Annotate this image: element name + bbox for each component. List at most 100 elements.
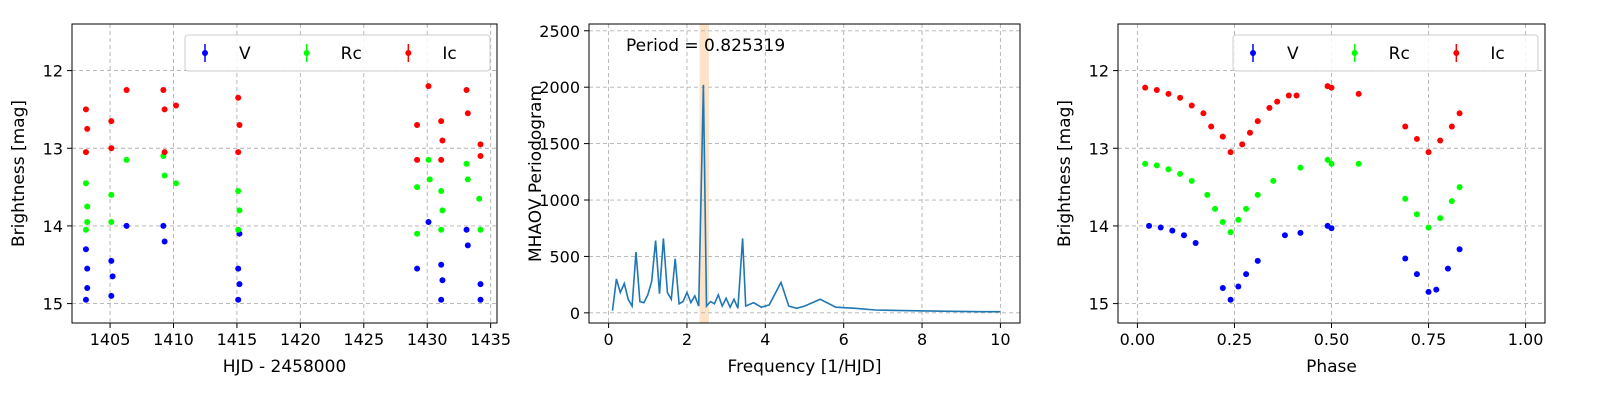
data-point-rc [439,207,446,214]
data-point-rc [476,195,483,202]
data-point-ic [464,110,471,117]
data-point-v [1444,265,1451,272]
y-tick-label: 14 [43,217,63,236]
legend-marker [303,50,310,56]
data-point-rc [173,180,180,187]
data-point-ic [173,102,180,109]
legend-label: Ic [1490,44,1504,64]
data-point-v [1219,285,1226,292]
data-point-ic [1219,133,1226,140]
data-point-ic [1142,84,1149,91]
legend: V Rc Ic [1232,34,1539,72]
data-point-v [1243,271,1250,278]
x-tick-label: 2 [682,330,692,349]
data-point-rc [235,226,242,233]
x-tick-label: 1.00 [1508,330,1544,349]
data-point-ic [477,141,484,148]
data-point-v [82,246,89,253]
legend: V Rc Ic [184,34,491,72]
data-point-rc [1448,198,1455,205]
data-point-rc [1297,164,1304,171]
data-point-ic [1456,110,1463,117]
data-point-rc [426,176,433,183]
x-tick-label: 8 [917,330,927,349]
legend-label: Rc [341,44,362,64]
data-point-ic [160,87,167,94]
data-point-v [1235,283,1242,290]
x-tick-label: 1405 [90,330,131,349]
legend-label: V [239,44,251,64]
data-point-ic [235,94,242,101]
data-point-rc [123,156,130,163]
data-point-ic [1200,110,1207,117]
legend-marker [1351,50,1358,56]
data-point-v [235,265,242,272]
y-axis-label: Brightness [mag] [9,100,29,247]
data-point-rc [1142,160,1149,167]
data-point-v [84,285,91,292]
data-point-rc [1177,170,1184,177]
x-axis-label: HJD - 2458000 [223,357,347,377]
series-line [611,84,1001,313]
data-point-v [1425,288,1432,295]
data-point-ic [1293,92,1300,99]
data-point-ic [438,156,445,163]
data-point-ic [1437,137,1444,144]
legend-marker [1250,50,1256,56]
data-point-rc [1188,177,1195,184]
data-point-v [438,261,445,268]
x-tick-label: 1425 [343,330,384,349]
x-tick-label: 0.00 [1120,330,1156,349]
data-point-v [464,242,471,249]
data-point-rc [161,172,168,179]
panel-time-series: 1405 1410 1415 1420 1425 1430 143512131415HJD … [9,23,511,377]
data-point-v [1456,246,1463,253]
data-point-rc [414,184,421,191]
chart-title: Period = 0.825319 [626,36,785,56]
data-point-v [109,273,116,280]
data-point-ic [84,125,91,132]
data-point-ic [1188,102,1195,109]
data-point-rc [82,180,89,187]
y-tick-label: 12 [43,62,63,81]
data-point-v [1192,240,1199,247]
y-tick-label: 2500 [539,22,580,41]
data-point-ic [1153,87,1160,94]
data-point-ic [439,137,446,144]
data-point-v [1157,224,1164,231]
data-point-ic [1208,123,1215,130]
data-layer [82,83,484,303]
data-point-v [414,265,421,272]
data-point-rc [1165,166,1172,173]
data-point-ic [1448,123,1455,130]
data-point-ic [1274,98,1281,105]
data-point-ic [235,149,242,156]
data-point-ic [1328,84,1335,91]
data-point-rc [1413,211,1420,218]
data-point-rc [1355,160,1362,167]
x-tick-label: 0.50 [1314,330,1350,349]
panel-phase-folded: 0.00 0.25 0.50 0.75 1.00 12 13 14 15 Phase Brightn… [1055,23,1546,377]
y-tick-label: 0 [570,304,580,323]
data-point-v [84,265,91,272]
axes-frame [1117,23,1546,324]
data-point-rc [236,207,243,214]
axes-frame [71,23,498,324]
data-point-v [235,296,242,303]
data-point-v [236,281,243,288]
data-point-v [477,281,484,288]
y-tick-label: 1500 [539,135,580,154]
data-point-rc [1402,195,1409,202]
data-point-rc [1243,205,1250,212]
x-tick-label: 1410 [153,330,194,349]
y-tick-label: 2000 [539,78,580,97]
data-point-v [1328,225,1335,232]
data-point-ic [1355,90,1362,97]
data-point-rc [235,187,242,194]
data-point-rc [82,226,89,233]
data-point-ic [1165,90,1172,97]
data-point-rc [1456,184,1463,191]
x-tick-label: 4 [760,330,770,349]
data-point-rc [1254,191,1261,198]
